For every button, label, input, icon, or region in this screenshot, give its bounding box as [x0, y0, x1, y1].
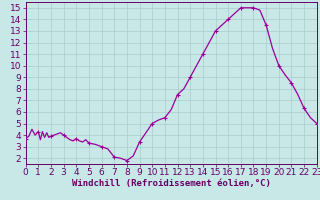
X-axis label: Windchill (Refroidissement éolien,°C): Windchill (Refroidissement éolien,°C) [72, 179, 271, 188]
